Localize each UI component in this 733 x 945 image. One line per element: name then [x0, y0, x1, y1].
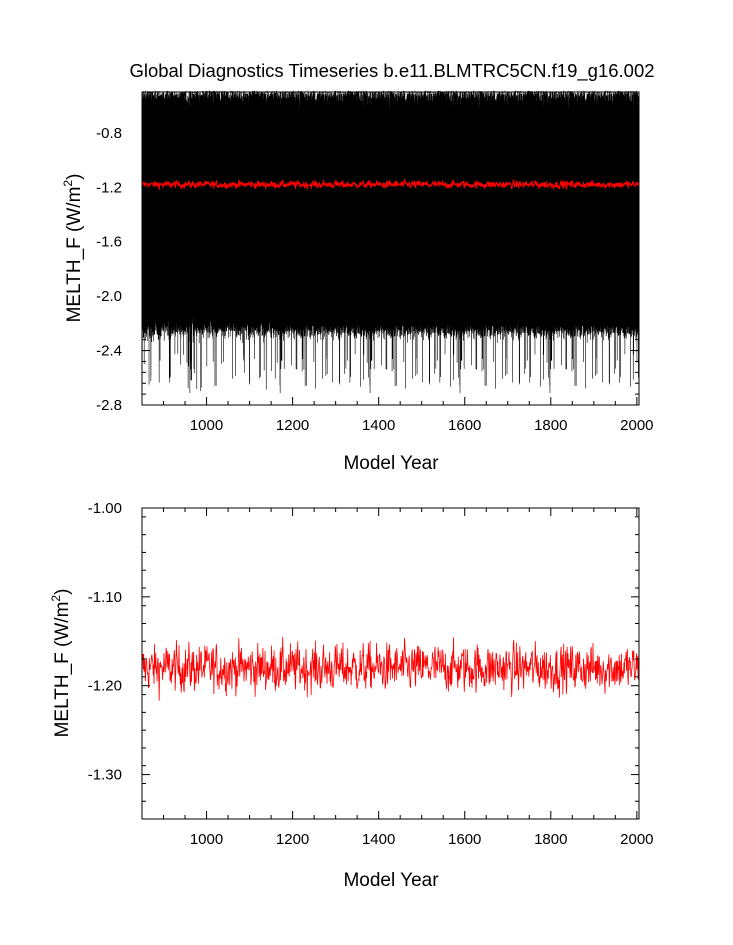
- x-tick-label: 1000: [190, 831, 223, 848]
- chart-top: Global Diagnostics Timeseries b.e11.BLMT…: [61, 60, 655, 474]
- x-tick-label: 1600: [448, 417, 481, 434]
- y-tick-label: -1.30: [88, 767, 122, 784]
- y-tick-label: -1.2: [96, 179, 122, 196]
- chart-bottom: 1000 1200 1400 1600 1800 2000 -1.00 -1.10 -1.20 -…: [49, 500, 654, 891]
- bottom-plot-frame: [141, 507, 640, 820]
- bottom-y-axis-title: MELTH_F (W/m2): [49, 589, 73, 738]
- x-tick-label: 1400: [362, 831, 395, 848]
- top-axis-ticks: 1000 1200 1400 1600 1800 2000 -0.8 -1.2 -1.6 -2.0…: [96, 92, 654, 434]
- bottom-axis-ticks: 1000 1200 1400 1600 1800 2000 -1.00 -1.10 -1.20 -…: [88, 500, 654, 848]
- y-tick-label: -1.00: [88, 500, 122, 517]
- top-monthly-series: [141, 90, 640, 393]
- x-tick-label: 2000: [620, 417, 653, 434]
- y-tick-label: -2.0: [96, 288, 122, 305]
- x-tick-label: 2000: [620, 831, 653, 848]
- monthly-series-line: [141, 90, 640, 393]
- annual-series-line: [141, 636, 640, 701]
- annual-series-line: [141, 177, 640, 191]
- y-tick-label: -2.4: [96, 343, 122, 360]
- x-tick-label: 1000: [190, 417, 223, 434]
- bottom-annual-series: [141, 636, 640, 701]
- top-x-axis-title: Model Year: [343, 453, 439, 474]
- top-plot-frame: [141, 91, 640, 406]
- y-tick-label: -2.8: [96, 397, 122, 414]
- bottom-x-axis-title: Model Year: [343, 870, 439, 891]
- y-tick-label: -1.20: [88, 678, 122, 695]
- chart-title: Global Diagnostics Timeseries b.e11.BLMT…: [129, 60, 654, 82]
- y-tick-label: -0.8: [96, 125, 122, 142]
- x-tick-label: 1800: [534, 831, 567, 848]
- top-y-axis-title: MELTH_F (W/m2): [61, 174, 85, 323]
- y-tick-label: -1.10: [88, 589, 122, 606]
- x-tick-label: 1600: [448, 831, 481, 848]
- x-tick-label: 1800: [534, 417, 567, 434]
- x-tick-label: 1400: [362, 417, 395, 434]
- top-annual-series: [141, 177, 640, 191]
- x-tick-label: 1200: [276, 417, 309, 434]
- y-tick-label: -1.6: [96, 234, 122, 251]
- x-tick-label: 1200: [276, 831, 309, 848]
